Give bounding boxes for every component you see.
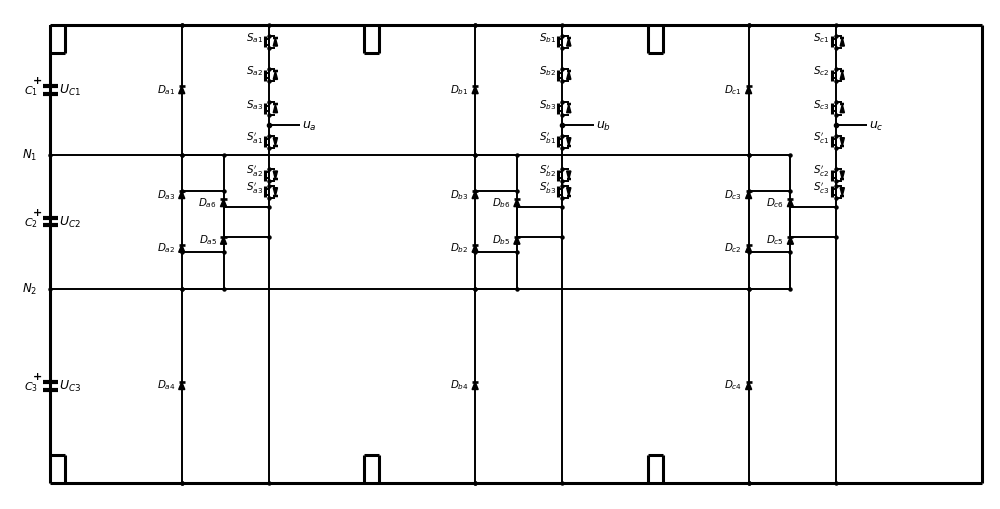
Text: $S_{a3}'$: $S_{a3}'$ <box>246 180 263 195</box>
Text: $U_{C3}$: $U_{C3}$ <box>59 379 82 393</box>
Text: $D_{b6}$: $D_{b6}$ <box>492 195 510 209</box>
Polygon shape <box>787 237 793 245</box>
Polygon shape <box>746 382 752 390</box>
Text: $S_{b2}'$: $S_{b2}'$ <box>539 163 556 179</box>
Text: $D_{b3}$: $D_{b3}$ <box>450 187 469 201</box>
Text: $u_{a}$: $u_{a}$ <box>302 120 317 132</box>
Polygon shape <box>840 105 844 114</box>
Polygon shape <box>273 188 278 196</box>
Polygon shape <box>514 200 520 207</box>
Text: $D_{a2}$: $D_{a2}$ <box>157 241 175 254</box>
Polygon shape <box>567 105 571 114</box>
Polygon shape <box>273 72 278 80</box>
Text: $D_{c4}$: $D_{c4}$ <box>724 378 742 392</box>
Text: $D_{b4}$: $D_{b4}$ <box>450 378 469 392</box>
Text: $N_2$: $N_2$ <box>22 281 38 297</box>
Text: $D_{c2}$: $D_{c2}$ <box>724 241 742 254</box>
Polygon shape <box>567 72 571 80</box>
Text: +: + <box>33 371 42 381</box>
Text: $S_{b1}'$: $S_{b1}'$ <box>539 130 556 146</box>
Polygon shape <box>220 200 227 207</box>
Polygon shape <box>273 138 278 147</box>
Text: $D_{b2}$: $D_{b2}$ <box>450 241 469 254</box>
Text: $S_{c1}$: $S_{c1}$ <box>813 31 830 45</box>
Text: $C_2$: $C_2$ <box>24 215 38 229</box>
Text: $U_{C1}$: $U_{C1}$ <box>59 83 81 98</box>
Polygon shape <box>840 138 844 147</box>
Polygon shape <box>220 237 227 245</box>
Polygon shape <box>273 39 278 47</box>
Text: $S_{a1}'$: $S_{a1}'$ <box>246 130 263 146</box>
Text: $N_1$: $N_1$ <box>22 148 38 163</box>
Text: $S_{c1}'$: $S_{c1}'$ <box>813 130 830 146</box>
Text: $S_{c3}$: $S_{c3}$ <box>813 98 830 111</box>
Polygon shape <box>472 87 478 95</box>
Polygon shape <box>179 192 185 199</box>
Polygon shape <box>514 237 520 245</box>
Polygon shape <box>787 200 793 207</box>
Polygon shape <box>567 39 571 47</box>
Text: $D_{c1}$: $D_{c1}$ <box>724 82 742 96</box>
Text: $D_{a3}$: $D_{a3}$ <box>157 187 175 201</box>
Polygon shape <box>179 245 185 253</box>
Polygon shape <box>840 72 844 80</box>
Text: $u_{c}$: $u_{c}$ <box>869 120 884 132</box>
Text: $D_{c5}$: $D_{c5}$ <box>766 233 784 247</box>
Polygon shape <box>273 105 278 114</box>
Text: $D_{b1}$: $D_{b1}$ <box>450 82 469 96</box>
Polygon shape <box>273 172 278 180</box>
Text: +: + <box>33 207 42 217</box>
Polygon shape <box>746 192 752 199</box>
Text: $C_3$: $C_3$ <box>24 379 38 393</box>
Text: $u_{b}$: $u_{b}$ <box>596 120 611 132</box>
Polygon shape <box>840 39 844 47</box>
Text: +: + <box>33 76 42 86</box>
Text: $D_{c3}$: $D_{c3}$ <box>724 187 742 201</box>
Polygon shape <box>746 245 752 253</box>
Text: $D_{a4}$: $D_{a4}$ <box>157 378 175 392</box>
Polygon shape <box>567 138 571 147</box>
Text: $S_{a2}$: $S_{a2}$ <box>246 65 263 78</box>
Polygon shape <box>472 382 478 390</box>
Text: $S_{a2}'$: $S_{a2}'$ <box>246 163 263 179</box>
Text: $S_{c2}'$: $S_{c2}'$ <box>813 163 830 179</box>
Text: $S_{a1}$: $S_{a1}$ <box>246 31 263 45</box>
Text: $S_{b3}$: $S_{b3}$ <box>539 98 556 111</box>
Polygon shape <box>746 87 752 95</box>
Polygon shape <box>179 382 185 390</box>
Text: $S_{c3}'$: $S_{c3}'$ <box>813 180 830 195</box>
Text: $D_{b5}$: $D_{b5}$ <box>492 233 510 247</box>
Text: $D_{a6}$: $D_{a6}$ <box>198 195 217 209</box>
Polygon shape <box>567 172 571 180</box>
Text: $D_{a5}$: $D_{a5}$ <box>199 233 217 247</box>
Text: $S_{a3}$: $S_{a3}$ <box>246 98 263 111</box>
Polygon shape <box>472 245 478 253</box>
Text: $S_{c2}$: $S_{c2}$ <box>813 65 830 78</box>
Polygon shape <box>840 172 844 180</box>
Text: $S_{b2}$: $S_{b2}$ <box>539 65 556 78</box>
Polygon shape <box>567 188 571 196</box>
Text: $S_{b1}$: $S_{b1}$ <box>539 31 556 45</box>
Polygon shape <box>179 87 185 95</box>
Polygon shape <box>472 192 478 199</box>
Text: $D_{c6}$: $D_{c6}$ <box>766 195 784 209</box>
Text: $S_{b3}'$: $S_{b3}'$ <box>539 180 556 195</box>
Text: $U_{C2}$: $U_{C2}$ <box>59 215 81 230</box>
Polygon shape <box>840 188 844 196</box>
Text: $D_{a1}$: $D_{a1}$ <box>157 82 175 96</box>
Text: $C_1$: $C_1$ <box>24 84 38 98</box>
